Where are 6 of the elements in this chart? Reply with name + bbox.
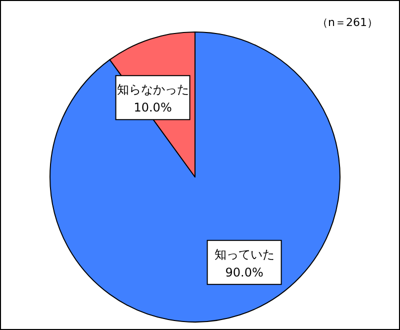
pie-slice (50, 32, 340, 322)
data-label: 90.0% (225, 265, 264, 280)
text: （n＝261） (317, 16, 378, 29)
slice-label: 知らなかった (116, 82, 189, 97)
data-label: 10.0% (134, 100, 172, 115)
slice-label: 知っていた (214, 247, 274, 262)
